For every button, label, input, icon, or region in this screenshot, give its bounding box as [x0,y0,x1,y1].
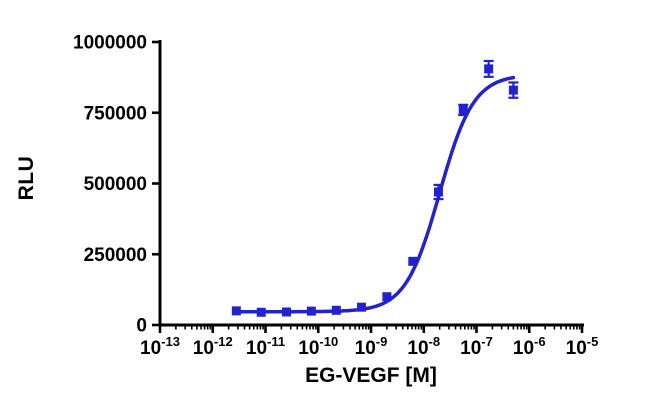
data-point-marker [231,306,241,316]
x-axis-title: EG-VEGF [M] [305,364,437,387]
x-tick-label: 10-5 [566,334,599,359]
x-tick-label: 10-11 [246,334,285,359]
x-tick-label: 10-8 [407,334,440,359]
data-point-marker [508,85,518,95]
fit-curve [234,75,516,314]
x-tick-label: 10-7 [460,334,493,359]
y-axis-title: RLU [15,155,38,201]
data-point-marker [356,302,366,312]
x-tick-label: 10-13 [140,334,180,359]
data-point-marker [433,187,443,197]
data-point-marker [458,105,468,115]
x-tick-label: 10-10 [298,334,338,359]
data-point-marker [382,292,392,302]
y-tick-label: 750000 [84,103,147,124]
y-tick-label: 1000000 [73,33,147,54]
y-tick-label: 250000 [84,245,147,266]
x-tick-label: 10-12 [193,334,233,359]
y-tick-label: 500000 [84,174,147,195]
data-point-marker [484,64,494,74]
data-point-marker [408,256,418,266]
data-point-marker [281,307,291,317]
y-tick-label: 0 [136,316,147,337]
x-tick-label: 10-9 [355,334,388,359]
x-tick-label: 10-6 [513,334,546,359]
data-point-marker [306,306,316,316]
data-point-marker [256,307,266,317]
data-point-marker [331,305,341,315]
